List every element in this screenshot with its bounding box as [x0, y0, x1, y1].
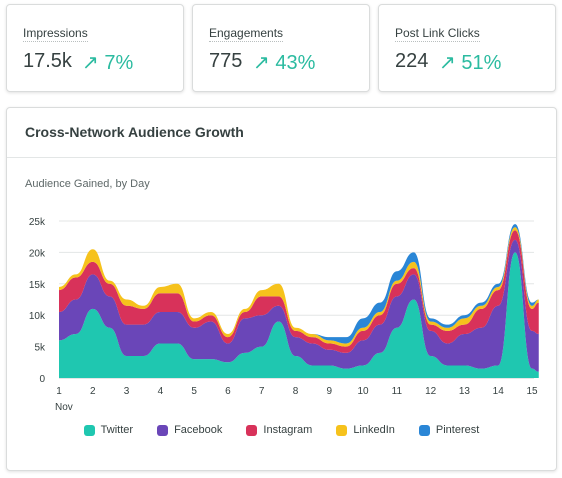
arrow-up-right-icon: ↗ — [82, 52, 99, 74]
x-tick-label: 5 — [191, 386, 197, 397]
x-tick-label: 14 — [493, 386, 505, 397]
series-area-twitter — [59, 252, 539, 378]
legend-swatch — [83, 424, 95, 436]
x-tick-label: 10 — [358, 386, 370, 397]
legend-label: Facebook — [174, 424, 223, 436]
arrow-up-right-icon: ↗ — [439, 52, 456, 74]
y-tick-label: 20k — [29, 248, 46, 259]
chart-title: Cross-Network Audience Growth — [25, 124, 244, 140]
engagements-value: 775 — [209, 50, 243, 72]
legend-swatch — [157, 424, 169, 436]
x-sublabel: Nov — [55, 402, 73, 413]
x-tick-label: 13 — [459, 386, 471, 397]
impressions-card: Impressions 17.5k ↗ 7% — [6, 4, 184, 92]
legend-swatch — [336, 424, 348, 436]
post-link-clicks-change-value: 51% — [461, 52, 502, 74]
legend-swatch — [418, 424, 430, 436]
engagements-change: ↗ 43% — [253, 50, 315, 75]
x-tick-label: 7 — [259, 386, 265, 397]
x-tick-label: 2 — [90, 386, 96, 397]
x-tick-label: 6 — [225, 386, 231, 397]
legend-label: LinkedIn — [353, 424, 395, 436]
engagements-change-value: 43% — [275, 52, 316, 74]
x-tick-label: 12 — [425, 386, 437, 397]
arrow-up-right-icon: ↗ — [253, 52, 270, 74]
legend-item-facebook[interactable]: Facebook — [157, 424, 222, 436]
engagements-card: Engagements 775 ↗ 43% — [192, 4, 370, 92]
post-link-clicks-card: Post Link Clicks 224 ↗ 51% — [378, 4, 556, 92]
engagements-label: Engagements — [209, 26, 284, 42]
series-area-facebook — [59, 239, 539, 372]
divider — [7, 157, 556, 158]
legend-label: Pinterest — [435, 424, 480, 436]
chart-legend: Twitter Facebook Instagram LinkedIn Pinteres… — [7, 424, 556, 436]
x-tick-label: 11 — [392, 386, 403, 397]
y-tick-label: 5k — [34, 343, 46, 354]
legend-item-instagram[interactable]: Instagram — [246, 424, 312, 436]
legend-label: Twitter — [100, 424, 134, 436]
x-tick-label: 1 — [56, 386, 62, 397]
impressions-value: 17.5k — [23, 50, 72, 72]
y-tick-label: 15k — [29, 280, 46, 291]
y-tick-label: 25k — [29, 217, 46, 228]
legend-item-linkedin[interactable]: LinkedIn — [336, 424, 395, 436]
x-tick-label: 9 — [327, 386, 333, 397]
legend-item-pinterest[interactable]: Pinterest — [418, 424, 480, 436]
impressions-label: Impressions — [23, 26, 88, 42]
impressions-change: ↗ 7% — [82, 50, 133, 75]
chart-subtitle: Audience Gained, by Day — [25, 178, 150, 190]
post-link-clicks-label: Post Link Clicks — [395, 26, 480, 42]
x-tick-label: 15 — [526, 386, 538, 397]
post-link-clicks-change: ↗ 51% — [439, 50, 501, 75]
x-tick-label: 4 — [158, 386, 164, 397]
y-tick-label: 10k — [29, 311, 46, 322]
legend-swatch — [246, 424, 258, 436]
x-tick-label: 8 — [293, 386, 299, 397]
y-tick-label: 0 — [39, 374, 45, 385]
audience-growth-card: Cross-Network Audience Growth Audience G… — [6, 107, 557, 471]
impressions-change-value: 7% — [104, 52, 134, 74]
post-link-clicks-value: 224 — [395, 50, 429, 72]
legend-item-twitter[interactable]: Twitter — [83, 424, 134, 436]
x-tick-label: 3 — [124, 386, 130, 397]
legend-label: Instagram — [263, 424, 313, 436]
